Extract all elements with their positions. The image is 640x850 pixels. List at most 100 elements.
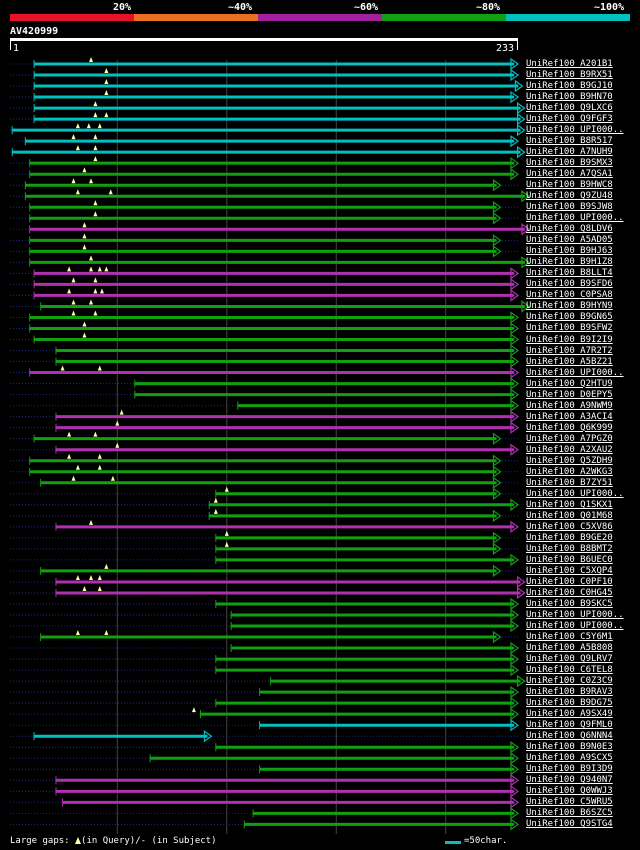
ruler-line [10,38,518,41]
hit-label-link[interactable]: UniRef100_B9N0E3 [526,742,613,753]
hit-label-link[interactable]: UniRef100_B6UEC0 [526,554,613,565]
hit-label-link[interactable]: UniRef100_C6TEL8 [526,665,613,676]
hit-label-link[interactable]: UniRef100_UPI000.. [526,610,624,620]
hit-label-link[interactable]: UniRef100_B8LLT4 [526,268,613,279]
hit-label-link[interactable]: UniRef100_Q2HTU9 [526,378,613,389]
hit-label-link[interactable]: UniRef100_B8R517 [526,136,613,147]
hit-end-arrow [510,752,520,765]
hit-label-link[interactable]: UniRef100_A7NUH9 [526,147,613,158]
hit-label-link[interactable]: UniRef100_UPI000.. [526,488,624,499]
hit-label-link[interactable]: UniRef100_A9SX49 [526,709,613,720]
hit-label-link[interactable]: UniRef100_B9I3D9 [526,764,613,775]
gap-marker-icon [71,178,76,184]
hit-label-link[interactable]: UniRef100_A5B808 [526,643,613,654]
scale-segment-80 [382,14,506,21]
hit-label-link[interactable]: UniRef100_B9HWC8 [526,180,613,191]
hit-label-link[interactable]: UniRef100_Q6NNN4 [526,731,613,742]
hit-end-arrow [510,366,520,379]
hit-label-link[interactable]: UniRef100_B6SZC5 [526,808,613,819]
hit-label-link[interactable]: UniRef100_C0Z3C9 [526,676,613,687]
hit-label-link[interactable]: UniRef100_A3ACI4 [526,411,613,422]
hit-label-link[interactable]: UniRef100_A9SCX5 [526,753,613,764]
hit-label-link[interactable]: UniRef100_Q9LRV7 [526,654,613,665]
hit-label-link[interactable]: UniRef100_A2WKG3 [526,466,613,477]
hit-label-link[interactable]: UniRef100_B9GE20 [526,532,613,543]
gap-marker-icon [191,707,196,713]
hit-label-link[interactable]: UniRef100_B9SFD6 [526,279,613,290]
gap-marker-icon [108,189,113,195]
hit-end-arrow [510,410,520,423]
hit-end-arrow [510,774,520,787]
hit-label-link[interactable]: UniRef100_A5AD05 [526,235,613,246]
gap-marker-icon [71,299,76,305]
hit-end-arrow [510,785,520,798]
hit-label-link[interactable]: UniRef100_B9HJ63 [526,246,613,257]
hit-label-link[interactable]: UniRef100_B9RAV3 [526,687,613,698]
hit-label-link[interactable]: UniRef100_Q9LXC6 [526,103,613,114]
hit-label-link[interactable]: UniRef100_UPI000.. [526,621,624,632]
hit-end-arrow [510,608,520,622]
hit-label-link[interactable]: UniRef100_Q9STG4 [526,819,613,830]
hit-label-link[interactable]: UniRef100_B9HYN9 [526,301,613,312]
gap-marker-icon [89,519,94,525]
hit-label-link[interactable]: UniRef100_B9SKC5 [526,598,613,609]
hit-label-link[interactable]: UniRef100_B9RX51 [526,70,613,81]
hit-end-arrow [510,708,520,721]
hit-label-link[interactable]: UniRef100_Q1SKX1 [526,499,613,510]
hit-label-link[interactable]: UniRef100_C5XV86 [526,521,613,532]
hit-label-link[interactable]: UniRef100_B9SMX3 [526,158,613,169]
hit-label-link[interactable]: UniRef100_A7R2T2 [526,345,613,356]
gap-marker-icon [86,123,91,129]
hit-label-link[interactable]: UniRef100_D0EPY5 [526,389,613,400]
hit-end-arrow [521,223,530,236]
gap-marker-icon [224,486,229,492]
hit-end-arrow [510,421,520,434]
hit-label-link[interactable]: UniRef100_UPI000.. [526,367,624,378]
hit-label-link[interactable]: UniRef100_B9I2I9 [526,334,613,345]
hit-label-link[interactable]: UniRef100_UPI000.. [526,213,624,224]
hit-label-link[interactable]: UniRef100_A201B1 [526,59,613,69]
hit-label-link[interactable]: UniRef100_C5WRU5 [526,797,613,808]
hit-label-link[interactable]: UniRef100_C0PF10 [526,576,613,587]
hit-label-link[interactable]: UniRef100_Q0WWJ3 [526,786,613,797]
hit-label-link[interactable]: UniRef100_Q9FGF3 [526,114,613,125]
gap-marker-icon [71,134,76,140]
hit-label-link[interactable]: UniRef100_A5BZ21 [526,356,613,367]
hit-label-link[interactable]: UniRef100_B9DG75 [526,698,613,709]
gap-marker-icon [82,244,87,250]
hit-label-link[interactable]: UniRef100_Q5ZDH9 [526,455,613,466]
gap-marker-icon [75,464,80,470]
hit-label-link[interactable]: UniRef100_A7QSA1 [526,169,613,180]
hit-label-link[interactable]: UniRef100_B7ZY51 [526,477,613,488]
hit-label-link[interactable]: UniRef100_Q6K999 [526,422,613,433]
ruler-start-label: 1 [13,43,20,54]
hit-label-link[interactable]: UniRef100_UPI000.. [526,125,624,136]
hit-label-link[interactable]: UniRef100_B8BMT2 [526,543,613,554]
hit-label-link[interactable]: UniRef100_C5XQP4 [526,565,613,576]
hit-end-arrow [510,818,520,831]
hit-label-link[interactable]: UniRef100_C0PSA8 [526,290,613,301]
hit-label-link[interactable]: UniRef100_B9SJW8 [526,202,613,213]
hit-label-link[interactable]: UniRef100_Q9FML0 [526,720,613,731]
hit-label-link[interactable]: UniRef100_B9H1Z8 [526,257,613,268]
gap-marker-icon [67,288,72,294]
gap-marker-icon [82,332,87,338]
gap-marker-icon [115,442,120,448]
hit-label-link[interactable]: UniRef100_B9HN70 [526,92,613,103]
hit-label-link[interactable]: UniRef100_C0HG45 [526,587,613,598]
hit-label-link[interactable]: UniRef100_B9GN65 [526,312,613,323]
hit-label-link[interactable]: UniRef100_Q940N7 [526,775,613,786]
hit-label-link[interactable]: UniRef100_Q8LDV6 [526,224,613,235]
hit-label-link[interactable]: UniRef100_B9GJ10 [526,81,613,92]
hit-label-link[interactable]: UniRef100_Q01M68 [526,510,613,521]
hit-label-link[interactable]: UniRef100_B9SFW2 [526,323,613,334]
hit-label-link[interactable]: UniRef100_A2XAU2 [526,444,613,455]
hit-label-link[interactable]: UniRef100_Q9ZU48 [526,191,613,202]
hit-label-link[interactable]: UniRef100_A9NWM9 [526,400,613,411]
hit-label-link[interactable]: UniRef100_C5Y6M1 [526,632,613,643]
scale-segment-60 [258,14,382,21]
hit-end-arrow [510,267,520,280]
hit-label-link[interactable]: UniRef100_A7PGZ0 [526,433,613,444]
hit-end-arrow [510,333,520,346]
gap-marker-icon [93,310,98,316]
